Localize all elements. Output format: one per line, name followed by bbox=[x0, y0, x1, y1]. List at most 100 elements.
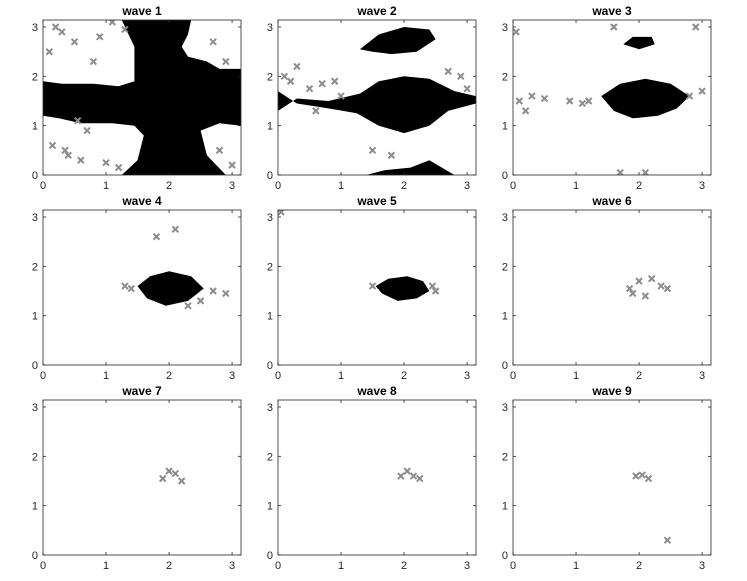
data-point-stroke bbox=[578, 99, 587, 108]
data-point bbox=[159, 474, 167, 483]
y-tick-label: 1 bbox=[32, 311, 38, 323]
y-tick-label: 2 bbox=[502, 71, 508, 83]
y-tick-label: 2 bbox=[267, 261, 273, 273]
data-point bbox=[416, 474, 424, 483]
data-point-stroke bbox=[286, 77, 295, 85]
data-point bbox=[513, 28, 520, 36]
dense-region bbox=[623, 36, 655, 50]
data-point-stroke bbox=[403, 467, 411, 475]
data-point bbox=[566, 97, 574, 105]
data-point bbox=[584, 97, 593, 105]
data-point-stroke bbox=[102, 158, 110, 167]
data-point-stroke bbox=[431, 287, 440, 295]
data-point bbox=[528, 92, 536, 100]
data-point bbox=[521, 107, 530, 115]
data-point-stroke bbox=[77, 156, 85, 164]
data-point-stroke bbox=[641, 292, 650, 300]
dense-region bbox=[43, 20, 241, 175]
x-tick-label: 1 bbox=[103, 180, 109, 192]
data-point-stroke bbox=[521, 107, 530, 115]
data-point bbox=[431, 287, 440, 295]
plot-background bbox=[43, 400, 241, 555]
data-point bbox=[58, 28, 66, 36]
data-point-stroke bbox=[152, 233, 161, 241]
y-tick-label: 3 bbox=[32, 212, 38, 224]
subplot-7: wave 7 0 1 2 3 0 1 2 3 bbox=[32, 384, 242, 572]
data-point-stroke bbox=[48, 141, 57, 150]
data-point bbox=[51, 23, 60, 31]
data-point bbox=[83, 126, 91, 135]
x-tick-label: 0 bbox=[510, 180, 516, 192]
data-point-stroke bbox=[641, 168, 650, 175]
data-point-stroke bbox=[540, 94, 549, 103]
data-point-stroke bbox=[635, 277, 643, 285]
x-tick-label: 0 bbox=[40, 180, 46, 192]
subplot-title: wave 9 bbox=[591, 384, 632, 398]
y-tick-label: 3 bbox=[502, 212, 508, 224]
data-point-stroke bbox=[663, 536, 672, 544]
subplot-8: wave 8 0 1 2 3 0 1 2 3 bbox=[267, 384, 477, 572]
x-tick-label: 2 bbox=[636, 370, 642, 382]
x-tick-label: 0 bbox=[510, 560, 516, 572]
data-point bbox=[280, 72, 289, 81]
x-tick-label: 1 bbox=[338, 560, 344, 572]
x-tick-label: 0 bbox=[275, 560, 281, 572]
dense-region bbox=[359, 27, 436, 55]
axes-frame bbox=[42, 19, 242, 176]
x-tick-label: 0 bbox=[275, 370, 281, 382]
subplot-title: wave 5 bbox=[356, 194, 397, 208]
data-point bbox=[644, 474, 653, 483]
y-tick-label: 3 bbox=[32, 22, 38, 34]
data-point bbox=[121, 282, 129, 290]
data-point-stroke bbox=[698, 87, 706, 95]
data-point-stroke bbox=[444, 67, 452, 76]
y-tick-label: 2 bbox=[32, 71, 38, 83]
y-tick-label: 2 bbox=[32, 451, 38, 463]
data-point bbox=[685, 92, 694, 100]
y-tick-label: 1 bbox=[32, 501, 38, 513]
y-tick-label: 3 bbox=[267, 22, 273, 34]
data-point-stroke bbox=[616, 168, 624, 175]
data-point-stroke bbox=[177, 477, 186, 485]
data-point bbox=[457, 72, 465, 81]
data-point-stroke bbox=[70, 38, 79, 46]
y-tick-label: 0 bbox=[502, 360, 508, 372]
y-tick-label: 1 bbox=[32, 121, 38, 133]
y-tick-label: 2 bbox=[502, 451, 508, 463]
y-tick-label: 1 bbox=[502, 311, 508, 323]
x-tick-label: 2 bbox=[636, 560, 642, 572]
dense-region bbox=[137, 271, 204, 306]
dense-region bbox=[366, 160, 455, 175]
plot-area bbox=[43, 400, 241, 555]
data-point bbox=[397, 472, 405, 480]
data-point bbox=[337, 92, 345, 100]
axes-frame bbox=[277, 399, 477, 556]
data-point-stroke bbox=[51, 23, 60, 31]
y-tick-label: 1 bbox=[267, 121, 273, 133]
x-tick-label: 0 bbox=[275, 180, 281, 192]
data-point bbox=[318, 80, 326, 88]
data-point-stroke bbox=[171, 469, 180, 478]
data-point bbox=[64, 151, 72, 159]
x-tick-label: 3 bbox=[229, 560, 235, 572]
plot-background bbox=[278, 400, 476, 555]
data-point-stroke bbox=[293, 62, 301, 71]
y-tick-label: 1 bbox=[267, 311, 273, 323]
data-point-stroke bbox=[196, 297, 205, 305]
data-point-stroke bbox=[209, 287, 217, 295]
dense-region bbox=[278, 76, 476, 134]
subplot-5: wave 5 0 1 2 3 0 1 2 3 bbox=[267, 194, 477, 382]
data-point-stroke bbox=[368, 282, 377, 290]
data-point-stroke bbox=[528, 92, 536, 100]
plot-background bbox=[513, 210, 711, 365]
x-tick-label: 3 bbox=[229, 370, 235, 382]
x-tick-label: 3 bbox=[464, 560, 470, 572]
y-tick-label: 3 bbox=[502, 402, 508, 414]
subplot-title: wave 4 bbox=[121, 194, 162, 208]
y-tick-label: 3 bbox=[267, 402, 273, 414]
data-point bbox=[692, 23, 700, 31]
data-point bbox=[171, 225, 180, 234]
data-point-stroke bbox=[685, 92, 694, 100]
data-point-stroke bbox=[209, 38, 217, 46]
